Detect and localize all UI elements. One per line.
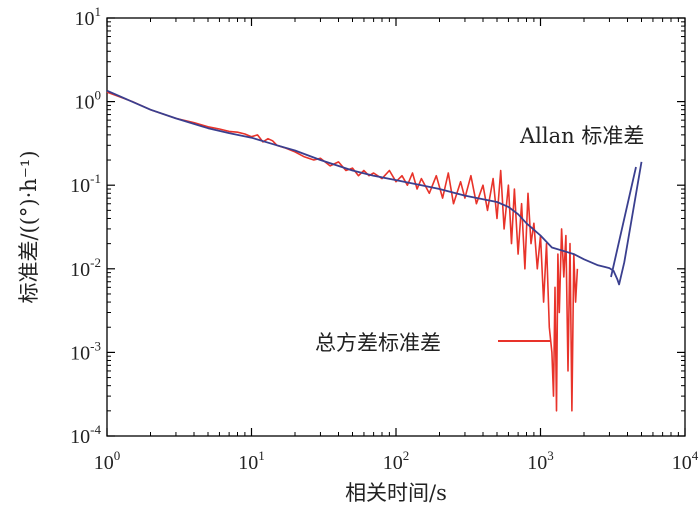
total-variance-annotation: 总方差标准差 (315, 331, 441, 355)
ticks (106, 17, 686, 437)
y-tick-label: 100 (75, 88, 102, 114)
y-tick-label: 101 (75, 4, 102, 30)
series-layer (106, 89, 643, 412)
allan-annotation-leader (610, 166, 637, 278)
y-tick-label: 10-4 (70, 422, 101, 448)
y-tick-label: 10-1 (70, 171, 101, 197)
x-axis-label: 相关时间/s (345, 481, 447, 505)
y-tick-label: 10-3 (70, 338, 101, 364)
x-tick-label: 102 (383, 448, 410, 474)
x-tick-label: 101 (238, 448, 265, 474)
y-axis-label: 标准差/((°)·h⁻¹) (17, 150, 41, 303)
x-tick-label: 103 (527, 448, 554, 474)
allan-annotation: Allan 标准差 (519, 124, 644, 148)
plot-frame (106, 17, 686, 437)
total-variance-series (106, 91, 579, 412)
y-tick-label: 10-2 (70, 255, 101, 281)
x-tick-label: 104 (672, 448, 699, 474)
allan-series (106, 89, 643, 286)
tick-labels: 100 101 102 103 104 101 100 10-1 10-2 10-3 10-4 (70, 4, 699, 474)
x-tick-label: 100 (94, 448, 121, 474)
